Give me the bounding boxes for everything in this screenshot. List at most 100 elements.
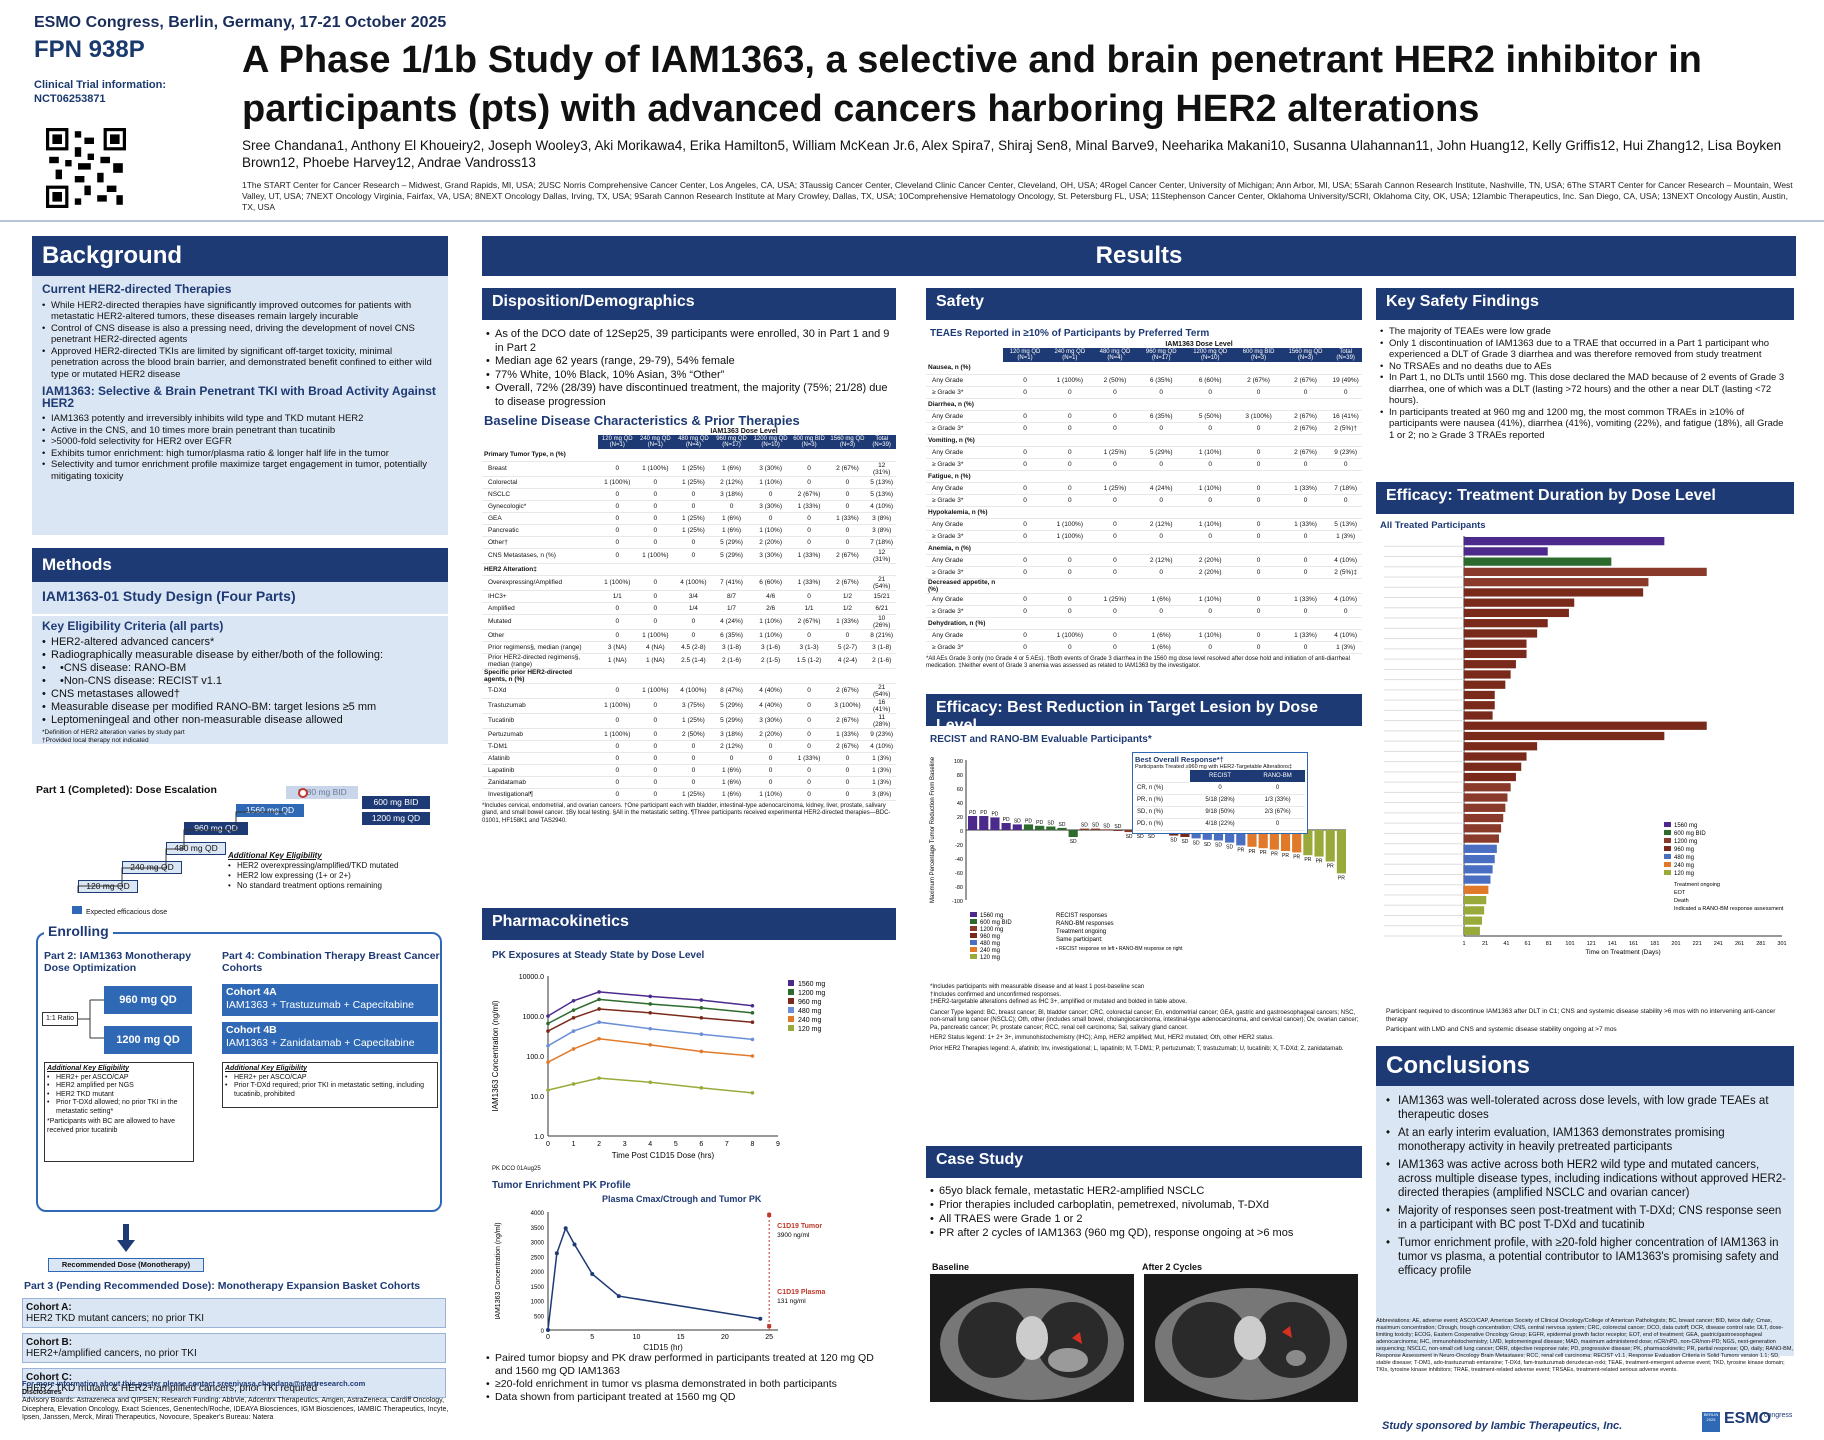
response-label: SD	[1092, 823, 1099, 829]
y-tick-label: 1500	[531, 1285, 545, 1291]
y-tick-label: 80	[957, 773, 963, 779]
data-point	[546, 1060, 550, 1064]
response-label: PD	[1003, 817, 1010, 823]
data-point	[750, 1020, 755, 1024]
background-title: Background	[32, 236, 448, 276]
legend-label: Treatment ongoing	[1056, 929, 1106, 935]
x-tick-label: 181	[1650, 941, 1659, 947]
methods-title: Methods	[32, 548, 448, 582]
response-label: PR	[1327, 864, 1334, 870]
expected-dose-legend: Expected efficacious dose	[72, 906, 167, 916]
response-label: PR	[1260, 850, 1267, 856]
waterfall-bar	[979, 816, 989, 830]
response-label: PD	[1025, 818, 1032, 824]
plasma-value: 131 ng/ml	[777, 1298, 806, 1305]
y-tick-label: 1000	[531, 1300, 545, 1306]
baseline-title: Baseline Disease Characteristics & Prior…	[484, 413, 800, 428]
y-tick-label: 100	[954, 759, 963, 765]
legend-swatch	[1664, 862, 1671, 867]
legend-swatch	[788, 989, 794, 995]
table-row: Pancreatic 0 0 1 (25%) 1 (6%) 1 (10%) 0 0 3 (8%)	[482, 524, 896, 537]
legend-swatch	[1664, 830, 1671, 835]
efficacy-footnotes: *Includes participants with measurable d…	[930, 984, 1359, 1052]
y-tick-label: -100	[952, 899, 963, 905]
response-label: PR	[1282, 853, 1289, 859]
waterfall-bar	[1325, 830, 1335, 862]
data-point	[699, 1049, 704, 1054]
table-row: CR, n (%) 0 0	[1135, 782, 1305, 795]
key-safety-title: Key Safety Findings	[1376, 288, 1794, 320]
y-tick-label: 3000	[531, 1241, 545, 1247]
y-axis-label: IAM1363 Concentration (ng/ml)	[495, 1222, 502, 1319]
x-tick-label: 9	[776, 1141, 780, 1148]
data-point	[648, 1043, 653, 1047]
author-list: Sree Chandana1, Anthony El Khoueiry2, Jo…	[242, 138, 1782, 170]
x-axis-label: Time on Treatment (Days)	[1585, 949, 1660, 956]
cohort-a: Cohort A: HER2 TKD mutant cancers; no pri…	[22, 1298, 446, 1328]
duration-bar	[1464, 813, 1504, 823]
recommended-dose-box: Recommended Dose (Monotherapy)	[48, 1258, 204, 1272]
data-point	[648, 1011, 653, 1015]
x-tick-label: 1	[1462, 941, 1465, 947]
data-point	[699, 1016, 704, 1020]
x-tick-label: 25	[765, 1334, 773, 1341]
table-row: Specific prior HER2-directed agents, n (…	[482, 668, 896, 684]
abbreviations: Abbreviations: AE, adverse event; ASCO/C…	[1376, 1318, 1793, 1373]
table-row: Lapatinib 0 0 0 1 (6%) 0 0 0 1 (3%)	[482, 764, 896, 777]
legend-label: Indicated a RANO-BM response assessment	[1674, 906, 1784, 912]
legend-label: 480 mg	[798, 1008, 821, 1015]
table-row: T-DXd 0 1 (100%) 4 (100%) 8 (47%) 4 (40%) 0 2 (…	[482, 683, 896, 699]
table-row: Pertuzumab 1 (100%) 0 2 (50%) 3 (18%) 2 (20%)…	[482, 728, 896, 741]
contact-link[interactable]: For more information about this poster p…	[22, 1379, 366, 1388]
case-bullets: 65yo black female, metastatic HER2-ampli…	[930, 1184, 1358, 1240]
legend-label: 240 mg	[798, 1017, 821, 1024]
table-row: T-DM1 0 0 0 2 (12%) 0 0 2 (67%) 4 (10%)	[482, 740, 896, 753]
clinical-trial-id[interactable]: NCT06253871	[34, 93, 106, 105]
data-point	[648, 1026, 653, 1031]
duration-bar	[1464, 752, 1527, 761]
waterfall-bar	[1258, 830, 1268, 849]
y-tick-label: 3500	[531, 1226, 545, 1232]
case-study-title: Case Study	[926, 1146, 1362, 1178]
y-tick-label: 1.0	[534, 1134, 544, 1141]
qr-code-icon[interactable]	[46, 128, 126, 208]
waterfall-bar	[1191, 830, 1201, 839]
legend-label: 960 mg	[980, 934, 1000, 940]
response-label: PD	[969, 810, 976, 816]
dose-step: 960 mg QD	[184, 822, 248, 835]
duration-bar	[1464, 588, 1644, 597]
response-label: SD	[1126, 834, 1133, 840]
plasma-marker	[767, 1324, 772, 1329]
x-tick-label: 161	[1629, 941, 1638, 947]
x-tick-label: 7	[725, 1141, 729, 1148]
x-tick-label: 281	[1756, 941, 1765, 947]
table-row: PD, n (%) 4/18 (22%) 0	[1135, 818, 1305, 831]
data-point	[699, 1086, 704, 1090]
waterfall-bar	[968, 816, 978, 830]
waterfall-bar	[1314, 830, 1324, 857]
y-tick-label: -80	[955, 885, 963, 891]
y-tick-label: 40	[957, 801, 963, 807]
study-design-title: IAM1363-01 Study Design (Four Parts)	[42, 588, 296, 604]
data-point	[546, 1043, 550, 1048]
duration-bar	[1464, 783, 1511, 792]
waterfall-bar	[1046, 826, 1056, 830]
data-point	[699, 1032, 704, 1037]
data-point	[597, 1076, 601, 1080]
series-line	[547, 1077, 753, 1094]
duration-bar	[1464, 906, 1485, 915]
duration-bar	[1464, 721, 1707, 730]
waterfall-bar	[1124, 830, 1134, 833]
table-row: GEA 0 0 1 (25%) 1 (6%) 0 0 1 (33%) 3 (8%)	[482, 512, 896, 525]
table-row: ≥ Grade 3* 0 0 0 0 0 0 0 0	[926, 386, 1362, 399]
part2-eligibility: Additional Key Eligibility HER2+ per ASC…	[44, 1062, 194, 1162]
response-label: SD	[1103, 823, 1110, 829]
ct-scan-baseline-image	[930, 1274, 1134, 1402]
part3-title: Part 3 (Pending Recommended Dose): Monot…	[24, 1280, 421, 1292]
cohort-4b-box: Cohort 4B IAM1363 + Zanidatamab + Capecit…	[222, 1022, 438, 1054]
table-row: SD, n (%) 9/18 (50%) 2/3 (67%)	[1135, 806, 1305, 819]
legend-swatch	[970, 912, 977, 917]
table-row: Prior regimens§, median (range) 3 (NA) 4 (…	[482, 641, 896, 654]
safety-panel: Safety TEAEs Reported in ≥10% of Partici…	[926, 288, 1362, 688]
y-axis-label: Maximum Percentage Tumor Reduction From …	[930, 756, 936, 903]
